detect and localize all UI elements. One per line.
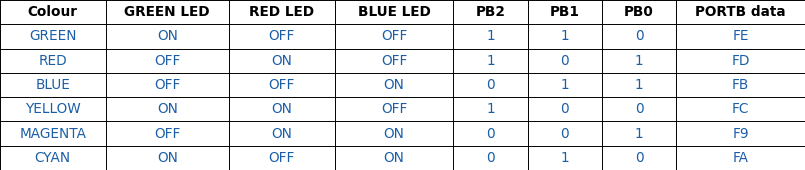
Text: ON: ON [271,54,292,68]
Text: 0: 0 [635,102,643,116]
Text: Colour: Colour [27,5,78,19]
Text: OFF: OFF [154,78,180,92]
Text: ON: ON [383,151,404,165]
Text: 1: 1 [486,54,495,68]
Text: PORTB data: PORTB data [696,5,786,19]
Text: YELLOW: YELLOW [25,102,80,116]
Text: OFF: OFF [269,151,295,165]
Text: 1: 1 [560,29,569,43]
Text: 0: 0 [560,54,569,68]
Text: 0: 0 [486,127,495,141]
Text: ON: ON [271,127,292,141]
Text: 1: 1 [635,78,643,92]
Text: GREEN LED: GREEN LED [125,5,210,19]
Text: 0: 0 [635,29,643,43]
Text: 0: 0 [560,127,569,141]
Text: OFF: OFF [154,54,180,68]
Text: BLUE: BLUE [35,78,70,92]
Text: 1: 1 [560,151,569,165]
Text: 0: 0 [486,151,495,165]
Text: OFF: OFF [381,29,407,43]
Text: 1: 1 [560,78,569,92]
Text: RED LED: RED LED [250,5,314,19]
Text: GREEN: GREEN [29,29,76,43]
Text: 1: 1 [635,127,643,141]
Text: FE: FE [733,29,749,43]
Text: ON: ON [157,29,178,43]
Text: 0: 0 [486,78,495,92]
Text: ON: ON [383,78,404,92]
Text: F9: F9 [733,127,749,141]
Text: FA: FA [733,151,749,165]
Text: MAGENTA: MAGENTA [19,127,86,141]
Text: OFF: OFF [381,54,407,68]
Text: FB: FB [732,78,749,92]
Text: FC: FC [732,102,749,116]
Text: ON: ON [383,127,404,141]
Text: 1: 1 [486,102,495,116]
Text: 1: 1 [486,29,495,43]
Text: ON: ON [157,151,178,165]
Text: PB2: PB2 [476,5,506,19]
Text: BLUE LED: BLUE LED [357,5,431,19]
Text: OFF: OFF [269,78,295,92]
Text: OFF: OFF [381,102,407,116]
Text: FD: FD [732,54,749,68]
Text: PB1: PB1 [550,5,580,19]
Text: OFF: OFF [269,29,295,43]
Text: ON: ON [157,102,178,116]
Text: RED: RED [39,54,67,68]
Text: 0: 0 [560,102,569,116]
Text: ON: ON [271,102,292,116]
Text: 1: 1 [635,54,643,68]
Text: OFF: OFF [154,127,180,141]
Text: CYAN: CYAN [35,151,71,165]
Text: PB0: PB0 [624,5,654,19]
Text: 0: 0 [635,151,643,165]
